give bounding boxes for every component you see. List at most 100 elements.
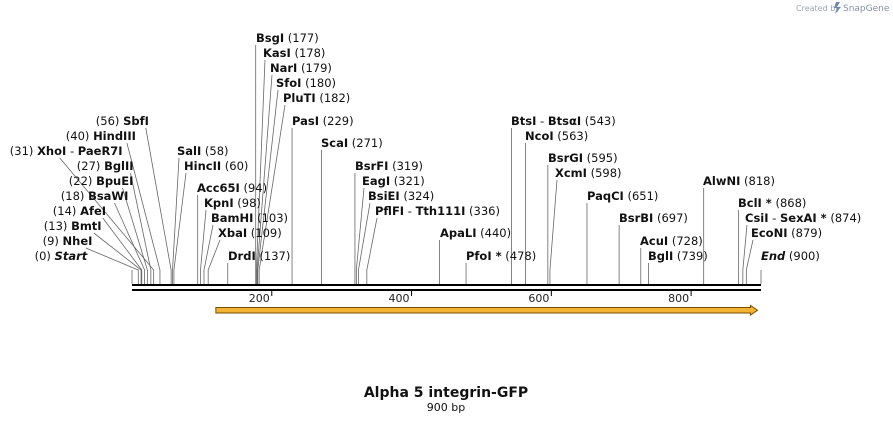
site-apali[interactable]: ApaLI (440)	[440, 226, 511, 240]
brand-name: SnapGene	[843, 4, 890, 14]
site-pluti[interactable]: PluTI (182)	[283, 91, 350, 105]
site-connector	[358, 202, 371, 284]
site-bsawi[interactable]: (18) BsaWI	[61, 189, 129, 203]
site-label: BclI * (868)	[738, 196, 806, 210]
site-paqci[interactable]: PaqCI (651)	[587, 189, 658, 203]
site-name: BsrBI	[619, 211, 653, 225]
site-xhoi[interactable]: (31) XhoI - PaeR7I	[10, 144, 123, 158]
feature-arrow-shape[interactable]	[215, 304, 759, 316]
site-name: HindIII	[93, 129, 136, 143]
site-bcli[interactable]: BclI * (868)	[738, 196, 806, 210]
site-connector	[207, 239, 221, 284]
site-ncoi[interactable]: NcoI (563)	[525, 129, 588, 143]
site-label: KpnI (98)	[204, 196, 261, 210]
site-name: BsrGI	[548, 151, 583, 165]
site-bmti[interactable]: (13) BmtI	[44, 219, 102, 233]
site-acc65i[interactable]: Acc65I (94)	[197, 181, 267, 195]
site-scai[interactable]: ScaI (271)	[321, 136, 383, 150]
site-connector	[126, 142, 161, 284]
site-bgli[interactable]: BglI (739)	[648, 249, 708, 263]
site-kasi[interactable]: KasI (178)	[263, 46, 325, 60]
site-label: PfoI * (478)	[466, 249, 536, 263]
site-position: (336)	[465, 204, 500, 218]
site-name: BtsI	[511, 114, 536, 128]
site-alias: PaeR7I	[78, 144, 123, 158]
site-bsrbi[interactable]: BsrBI (697)	[619, 211, 688, 225]
site-connector	[742, 224, 748, 284]
site-xcmi[interactable]: XcmI (598)	[555, 166, 622, 180]
site-csii[interactable]: CsiI - SexAI * (874)	[745, 211, 861, 225]
ruler-ticks: 200 400 600 800	[249, 290, 692, 305]
site-name: KpnI	[204, 196, 234, 210]
site-btsi[interactable]: BtsI - BtsαI (543)	[511, 114, 616, 128]
site-kpni[interactable]: KpnI (98)	[204, 196, 261, 210]
site-name: EcoNI	[751, 226, 787, 240]
site-connector	[145, 127, 172, 284]
site-name: AcuI	[640, 234, 668, 248]
site-connector	[59, 157, 155, 284]
site-connector	[130, 172, 152, 284]
site-sfoi[interactable]: SfoI (180)	[276, 76, 336, 90]
site-pfoi[interactable]: PfoI * (478)	[466, 249, 536, 263]
site-drdi[interactable]: DrdI (137)	[228, 249, 290, 263]
site-position: (137)	[256, 249, 291, 263]
site-connector	[122, 187, 148, 284]
site-xbai[interactable]: XbaI (109)	[218, 226, 282, 240]
site-name: BglI	[648, 249, 673, 263]
site-bsrgi[interactable]: BsrGI (595)	[548, 151, 618, 165]
tick-label-200: 200	[249, 292, 270, 305]
site-position: (728)	[668, 234, 703, 248]
site-hindiii[interactable]: (40) HindIII	[66, 129, 136, 143]
site-bsiei[interactable]: BsiEI (324)	[368, 189, 434, 203]
site-pflfi[interactable]: PflFI - Tth111I (336)	[375, 204, 500, 218]
site-acui[interactable]: AcuI (728)	[640, 234, 703, 248]
site-bamhi[interactable]: BamHI (103)	[211, 211, 288, 225]
site-end[interactable]: End (900)	[761, 249, 820, 263]
site-position: (18)	[61, 189, 88, 203]
site-name: End	[761, 249, 786, 263]
site-position: (60)	[221, 159, 248, 173]
site-bpuei[interactable]: (22) BpuEI	[69, 174, 134, 188]
site-start[interactable]: (0) Start	[35, 249, 88, 263]
site-name: BsgI	[256, 31, 284, 45]
site-pasi[interactable]: PasI (229)	[292, 114, 354, 128]
site-label: End (900)	[761, 249, 820, 263]
gfp-feature[interactable]	[215, 304, 759, 316]
site-afei[interactable]: (14) AfeI	[53, 204, 106, 218]
site-connector	[200, 209, 207, 284]
site-name: BsiEI	[368, 189, 400, 203]
map-title: Alpha 5 integrin-GFP	[364, 385, 528, 401]
site-connector	[256, 74, 273, 284]
site-nhei[interactable]: (9) NheI	[43, 234, 93, 248]
site-position: (319)	[388, 159, 423, 173]
site-connector	[85, 247, 139, 284]
site-name: PflFI	[375, 204, 404, 218]
site-sali[interactable]: SalI (58)	[177, 144, 229, 158]
site-econi[interactable]: EcoNI (879)	[751, 226, 822, 240]
site-connectors	[59, 45, 762, 284]
site-label: CsiI - SexAI * (874)	[745, 211, 861, 225]
site-position: (94)	[240, 181, 267, 195]
site-connector	[114, 202, 145, 284]
site-nari[interactable]: NarI (179)	[270, 61, 332, 75]
site-label: AcuI (728)	[640, 234, 703, 248]
site-bsgi[interactable]: BsgI (177)	[256, 31, 319, 45]
site-position: (598)	[587, 166, 622, 180]
site-label: NcoI (563)	[525, 129, 588, 143]
site-position: (40)	[66, 129, 93, 143]
site-position: (109)	[247, 226, 282, 240]
site-name: BsaWI	[88, 189, 128, 203]
map-length: 900 bp	[427, 401, 465, 414]
site-position: (14)	[53, 204, 80, 218]
site-label: (0) Start	[35, 249, 88, 263]
site-hincii[interactable]: HincII (60)	[184, 159, 248, 173]
site-label: PflFI - Tth111I (336)	[375, 204, 500, 218]
site-alwni[interactable]: AlwNI (818)	[703, 174, 775, 188]
site-position: (697)	[653, 211, 688, 225]
snapgene-logo-icon	[834, 2, 841, 14]
site-sbfi[interactable]: (56) SbfI	[96, 114, 149, 128]
site-bglii[interactable]: (27) BglII	[77, 159, 134, 173]
site-bsrfi[interactable]: BsrFI (319)	[355, 159, 423, 173]
site-eagi[interactable]: EagI (321)	[362, 174, 425, 188]
